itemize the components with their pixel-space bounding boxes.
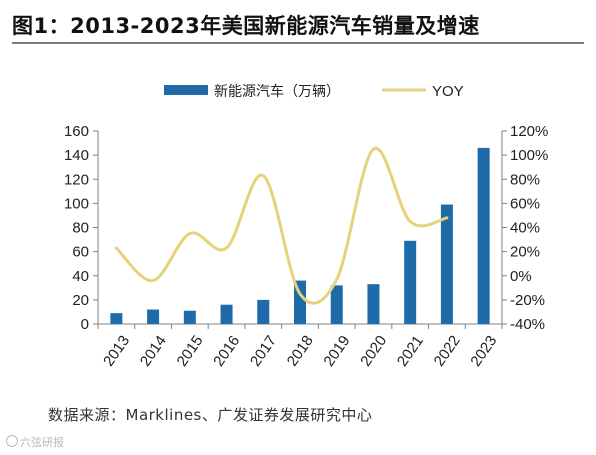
y-left-tick-label: 80: [72, 220, 89, 237]
bar: [110, 313, 123, 324]
y-right-tick-label: 120%: [510, 123, 548, 140]
y-left-tick-label: 40: [72, 268, 89, 285]
x-tick-label: 2018: [284, 333, 317, 370]
y-right-tick-label: 100%: [510, 147, 548, 164]
y-right-tick-label: 40%: [510, 220, 540, 237]
y-left-tick-label: 60: [72, 244, 89, 261]
bar: [330, 285, 343, 324]
bar: [367, 284, 380, 324]
yoy-line: [114, 146, 449, 305]
y-left-tick-label: 0: [81, 316, 89, 333]
plot-area: 0 20 40 60 80 100 120 140 160 -40% -20% 0% 20% 40% 60%…: [64, 123, 548, 370]
bar: [257, 299, 270, 324]
bar: [404, 240, 417, 324]
bar: [440, 204, 453, 324]
x-tick-label: 2022: [431, 333, 464, 370]
bar: [477, 147, 490, 324]
x-tick-label: 2014: [137, 333, 170, 370]
x-tick-label: 2023: [467, 333, 500, 370]
y-right-tick-label: -40%: [510, 316, 545, 333]
legend-bar-swatch: [164, 85, 208, 95]
x-tick-label: 2013: [100, 333, 133, 370]
x-tick-label: 2021: [394, 333, 427, 370]
y-left-tick-label: 20: [72, 292, 89, 309]
watermark-icon: [6, 435, 18, 447]
x-tick-label: 2016: [210, 333, 243, 370]
y-left-tick-label: 140: [64, 147, 89, 164]
watermark: 六弦研报: [6, 434, 64, 450]
x-tick-label: 2017: [247, 333, 280, 370]
bar: [183, 310, 196, 324]
bar: [220, 304, 233, 324]
legend-bar-label: 新能源汽车（万辆）: [214, 83, 340, 100]
y-left-tick-label: 160: [64, 123, 89, 140]
bar: [147, 309, 160, 324]
legend: 新能源汽车（万辆） YOY: [164, 83, 464, 100]
watermark-text: 六弦研报: [20, 436, 64, 449]
y-right-tick-label: 60%: [510, 195, 540, 212]
chart-title: 图1：2013-2023年美国新能源汽车销量及增速: [12, 8, 584, 44]
y-right-tick-label: -20%: [510, 292, 545, 309]
x-tick-label: 2019: [320, 333, 353, 370]
x-tick-label: 2020: [357, 333, 390, 370]
y-left-tick-label: 100: [64, 195, 89, 212]
x-tick-label: 2015: [174, 333, 207, 370]
y-right-tick-label: 80%: [510, 171, 540, 188]
y-right-tick-label: 0%: [510, 268, 532, 285]
y-right-tick-label: 20%: [510, 244, 540, 261]
y-left-tick-label: 120: [64, 171, 89, 188]
legend-line-label: YOY: [432, 83, 464, 100]
source-note: 数据来源：Marklines、广发证券发展研究中心: [48, 406, 373, 424]
